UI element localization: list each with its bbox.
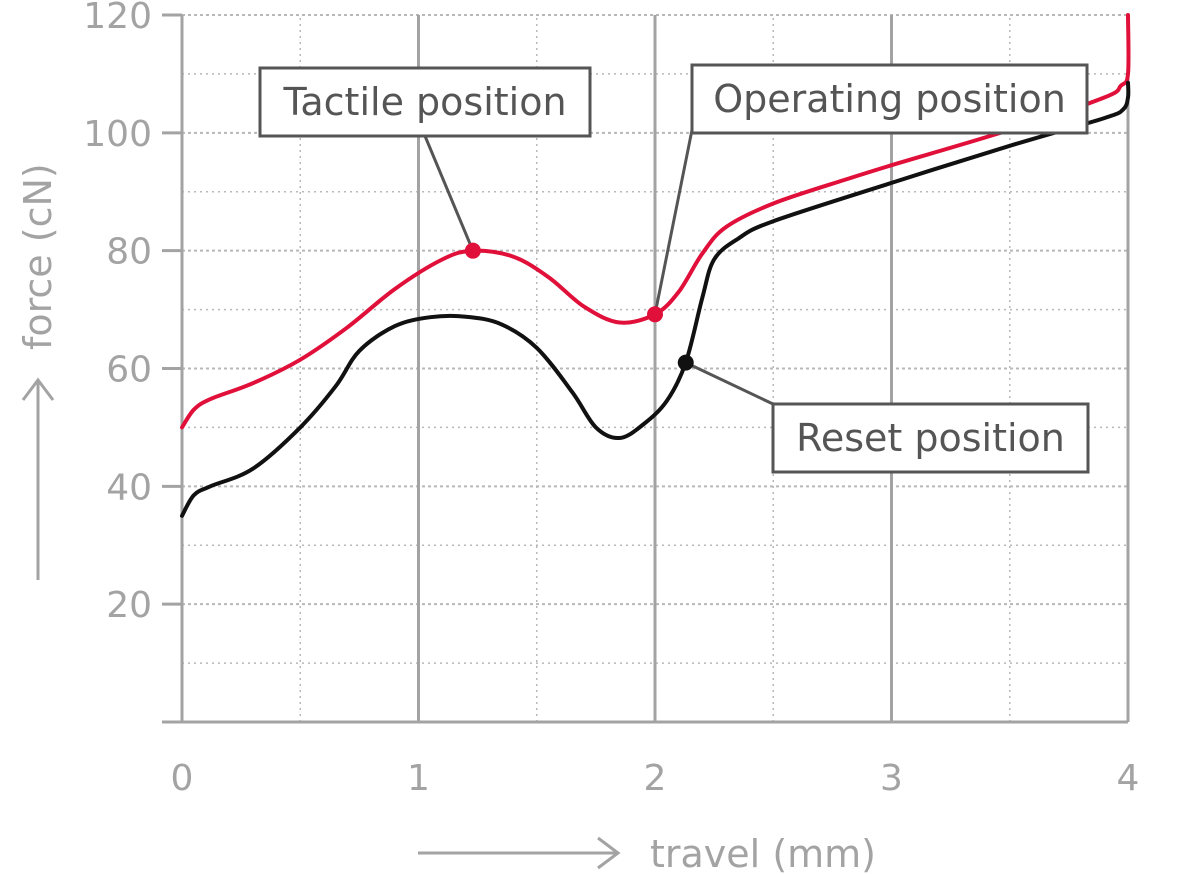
series-line-black (180, 80, 1131, 518)
callout-box (258, 66, 592, 138)
x-tick-label: 0 (171, 758, 194, 799)
x-tick-label: 4 (1117, 758, 1140, 799)
callout-marker-dot (464, 242, 481, 259)
y-tick-label: 100 (83, 114, 152, 155)
callout-label: Reset position (796, 416, 1065, 460)
y-axis-label: force (cN) (16, 163, 60, 350)
callouts: Tactile position Operating position Reset … (258, 63, 1090, 474)
y-tick-label: 20 (106, 585, 152, 626)
callout-marker-dot (677, 354, 694, 371)
callout-box (771, 402, 1090, 474)
y-tick-label: 40 (106, 467, 152, 508)
callout-leader-line (685, 361, 774, 406)
y-tick-label: 80 (106, 232, 152, 273)
callout-label: Operating position (713, 77, 1066, 121)
y-tick-label: 120 (83, 0, 152, 37)
x-tick-label: 3 (880, 758, 903, 799)
tick-labels: 0 1 2 3 4 20 40 60 80 100 120 (83, 0, 1139, 799)
callout-leader-line (423, 135, 475, 252)
callout-label: Tactile position (282, 80, 566, 124)
x-axis-label: travel (mm) (650, 832, 876, 874)
x-axis-title: travel (mm) (418, 832, 876, 874)
x-tick-label: 2 (644, 758, 667, 799)
y-axis-title: force (cN) (16, 163, 60, 580)
x-tick-label: 1 (407, 758, 430, 799)
callout-marker-dot (647, 306, 663, 323)
callout-leader-line (653, 129, 694, 315)
callout-box (690, 63, 1089, 135)
y-tick-label: 60 (106, 350, 152, 391)
